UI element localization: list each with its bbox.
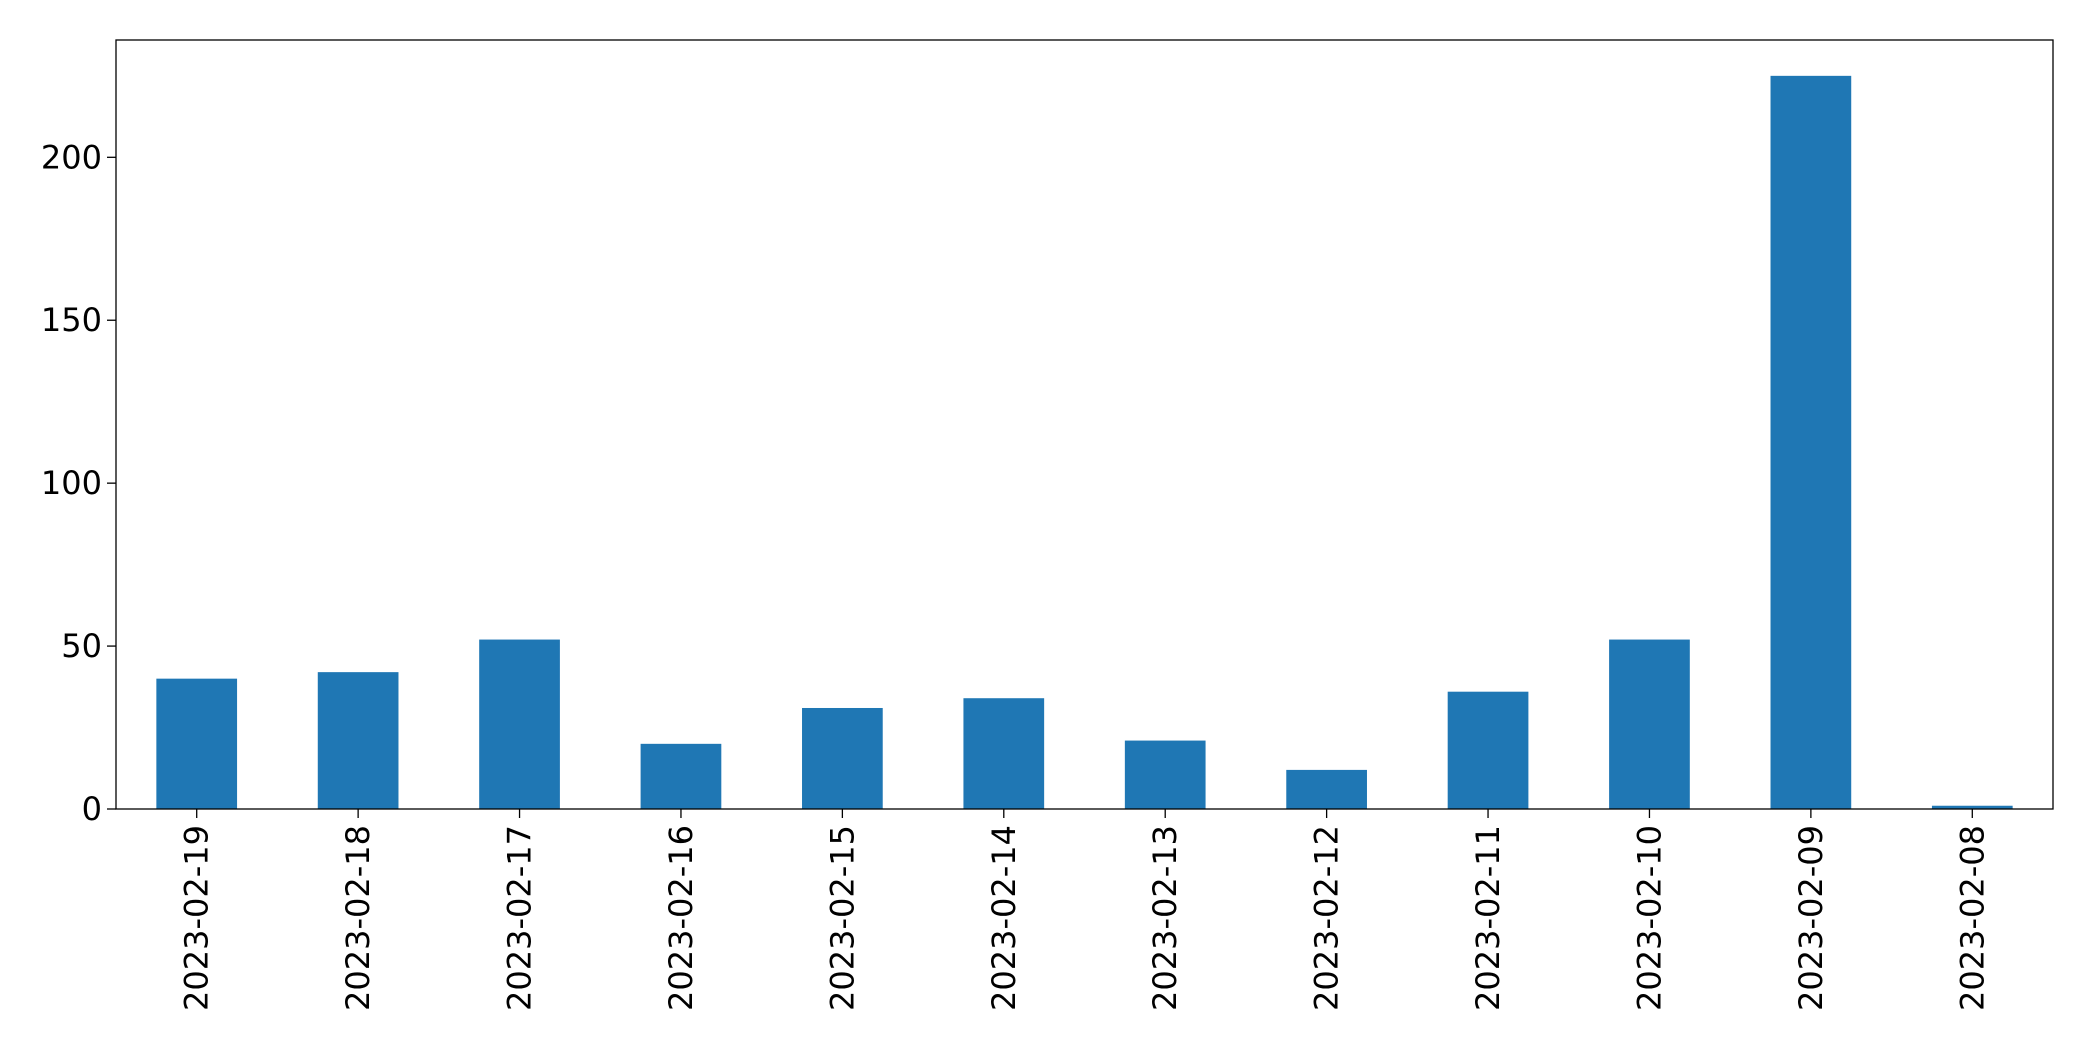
bar [963, 698, 1045, 809]
x-tick-label: 2023-02-19 [178, 825, 216, 1011]
x-tick-label: 2023-02-15 [823, 825, 861, 1011]
bar [640, 743, 722, 809]
bar [1447, 691, 1529, 809]
x-tick-label: 2023-02-16 [662, 825, 700, 1011]
bar [156, 678, 238, 809]
y-tick-label: 50 [61, 627, 102, 665]
x-tick-label: 2023-02-09 [1792, 825, 1830, 1011]
x-tick-label: 2023-02-11 [1469, 825, 1507, 1011]
x-tick-label: 2023-02-13 [1146, 825, 1184, 1011]
bar [1609, 639, 1690, 809]
x-tick-label: 2023-02-14 [985, 825, 1023, 1011]
y-tick-label: 200 [41, 138, 102, 176]
bar [317, 672, 399, 809]
bar [1124, 740, 1206, 809]
bar [1931, 805, 2013, 809]
x-tick-label: 2023-02-18 [339, 825, 377, 1011]
bar [1770, 75, 1852, 810]
bar [479, 639, 560, 809]
x-tick-label: 2023-02-17 [501, 825, 539, 1011]
y-tick-label: 100 [41, 464, 102, 502]
y-tick-label: 150 [41, 301, 102, 339]
plot-frame [115, 39, 2054, 810]
bar [802, 707, 883, 809]
bar [1286, 769, 1367, 809]
x-tick-label: 2023-02-08 [1953, 825, 1991, 1011]
x-tick-label: 2023-02-12 [1308, 825, 1346, 1011]
y-tick-label: 0 [82, 790, 102, 828]
x-tick-label: 2023-02-10 [1630, 825, 1668, 1011]
